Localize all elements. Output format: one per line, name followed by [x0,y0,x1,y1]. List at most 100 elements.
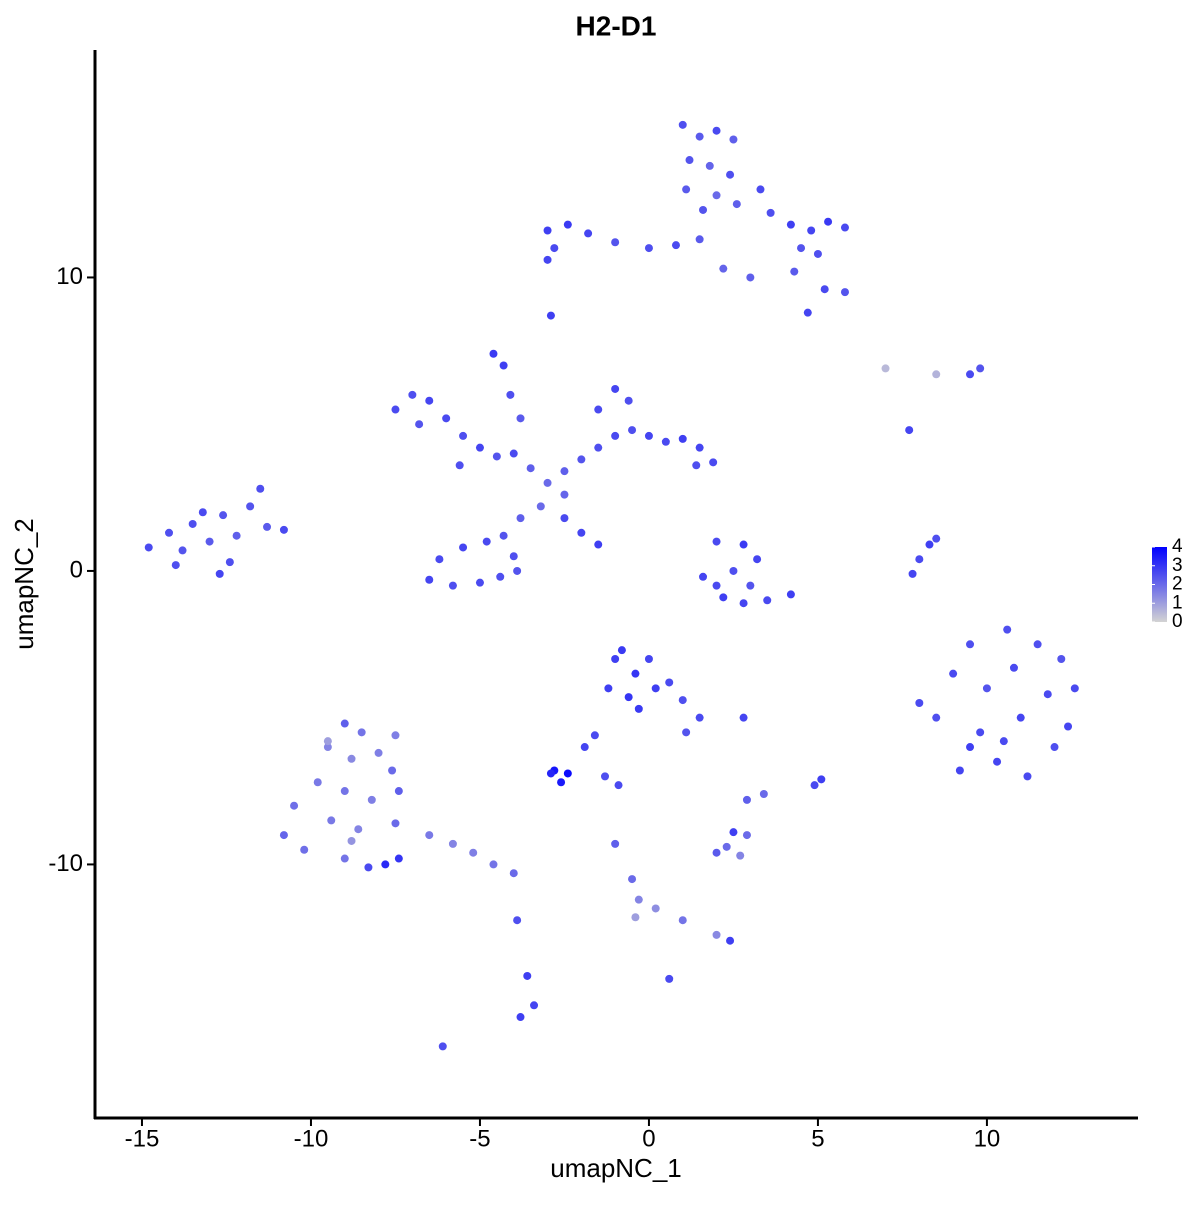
cell-point [577,455,586,464]
cell-point [705,161,714,170]
cell-point [459,543,468,552]
colorbar-tick-label: 4 [1172,536,1183,557]
x-tick-label: -5 [469,1125,490,1152]
cell-point [976,728,985,737]
cell-point [506,390,515,399]
cell-point [516,414,525,423]
cell-point [665,974,674,983]
cell-point [340,719,349,728]
cell-point [955,766,964,775]
cell-point [560,514,569,523]
cell-point [840,288,849,297]
cell-point [631,669,640,678]
cell-point [475,578,484,587]
cell-point [563,220,572,229]
cell-point [611,839,620,848]
cell-point [692,461,701,470]
cell-point [394,854,403,863]
cell-point [712,848,721,857]
cell-point [374,748,383,757]
cell-point [215,569,224,578]
cell-point [665,678,674,687]
cell-point [722,842,731,851]
cell-point [509,552,518,561]
cell-point [165,528,174,537]
cell-point [786,590,795,599]
cell-point [594,443,603,452]
cell-point [590,731,599,740]
cell-point [357,728,366,737]
cell-point [543,478,552,487]
cell-point [364,863,373,872]
cell-point [408,390,417,399]
cell-point [797,244,806,253]
cell-point [678,916,687,925]
cell-point [729,135,738,144]
cell-point [742,795,751,804]
cell-point [415,420,424,429]
cell-point [611,431,620,440]
cell-point [712,930,721,939]
cell-point [614,781,623,790]
cell-point [915,555,924,564]
cell-point [678,434,687,443]
cell-point [682,185,691,194]
cell-point [766,208,775,217]
cell-point [469,848,478,857]
y-axis-label: umapNC_2 [9,518,39,650]
cell-point [550,244,559,253]
cell-point [915,699,924,708]
cell-point [644,654,653,663]
cell-point [820,285,829,294]
cell-point [391,731,400,740]
cell-point [323,743,332,752]
cell-point [313,778,322,787]
cell-point [546,311,555,320]
cell-point [746,581,755,590]
colorbar-tick-label: 1 [1172,592,1183,613]
cell-point [617,646,626,655]
cell-point [435,555,444,564]
colorbar-tick-label: 2 [1172,574,1183,595]
cell-point [499,361,508,370]
cell-point [279,525,288,534]
cell-point [739,540,748,549]
cell-point [340,854,349,863]
cell-point [682,728,691,737]
cell-point [290,801,299,810]
cell-point [584,229,593,238]
cell-point [732,200,741,209]
cell-point [726,170,735,179]
cell-point [905,426,914,435]
cell-point [425,831,434,840]
colorbar [1152,547,1167,622]
cell-point [644,431,653,440]
cell-point [178,546,187,555]
cell-point [813,249,822,258]
cell-point [1070,684,1079,693]
x-tick-label: 10 [974,1125,1001,1152]
cell-point [628,426,637,435]
cell-point [803,308,812,317]
cell-point [171,561,180,570]
cell-point [736,851,745,860]
cell-point [509,869,518,878]
cell-point [712,191,721,200]
cell-point [685,156,694,165]
cell-point [523,971,532,980]
cell-point [526,464,535,473]
x-tick-label: 5 [811,1125,824,1152]
cell-point [225,558,234,567]
cell-point [509,449,518,458]
cell-point [925,540,934,549]
cell-point [611,654,620,663]
cell-point [611,238,620,247]
cell-point [516,1013,525,1022]
cell-point [810,781,819,790]
cell-point [1064,722,1073,731]
cell-point [1009,663,1018,672]
cell-point [817,775,826,784]
cell-point [300,845,309,854]
cell-point [949,669,958,678]
